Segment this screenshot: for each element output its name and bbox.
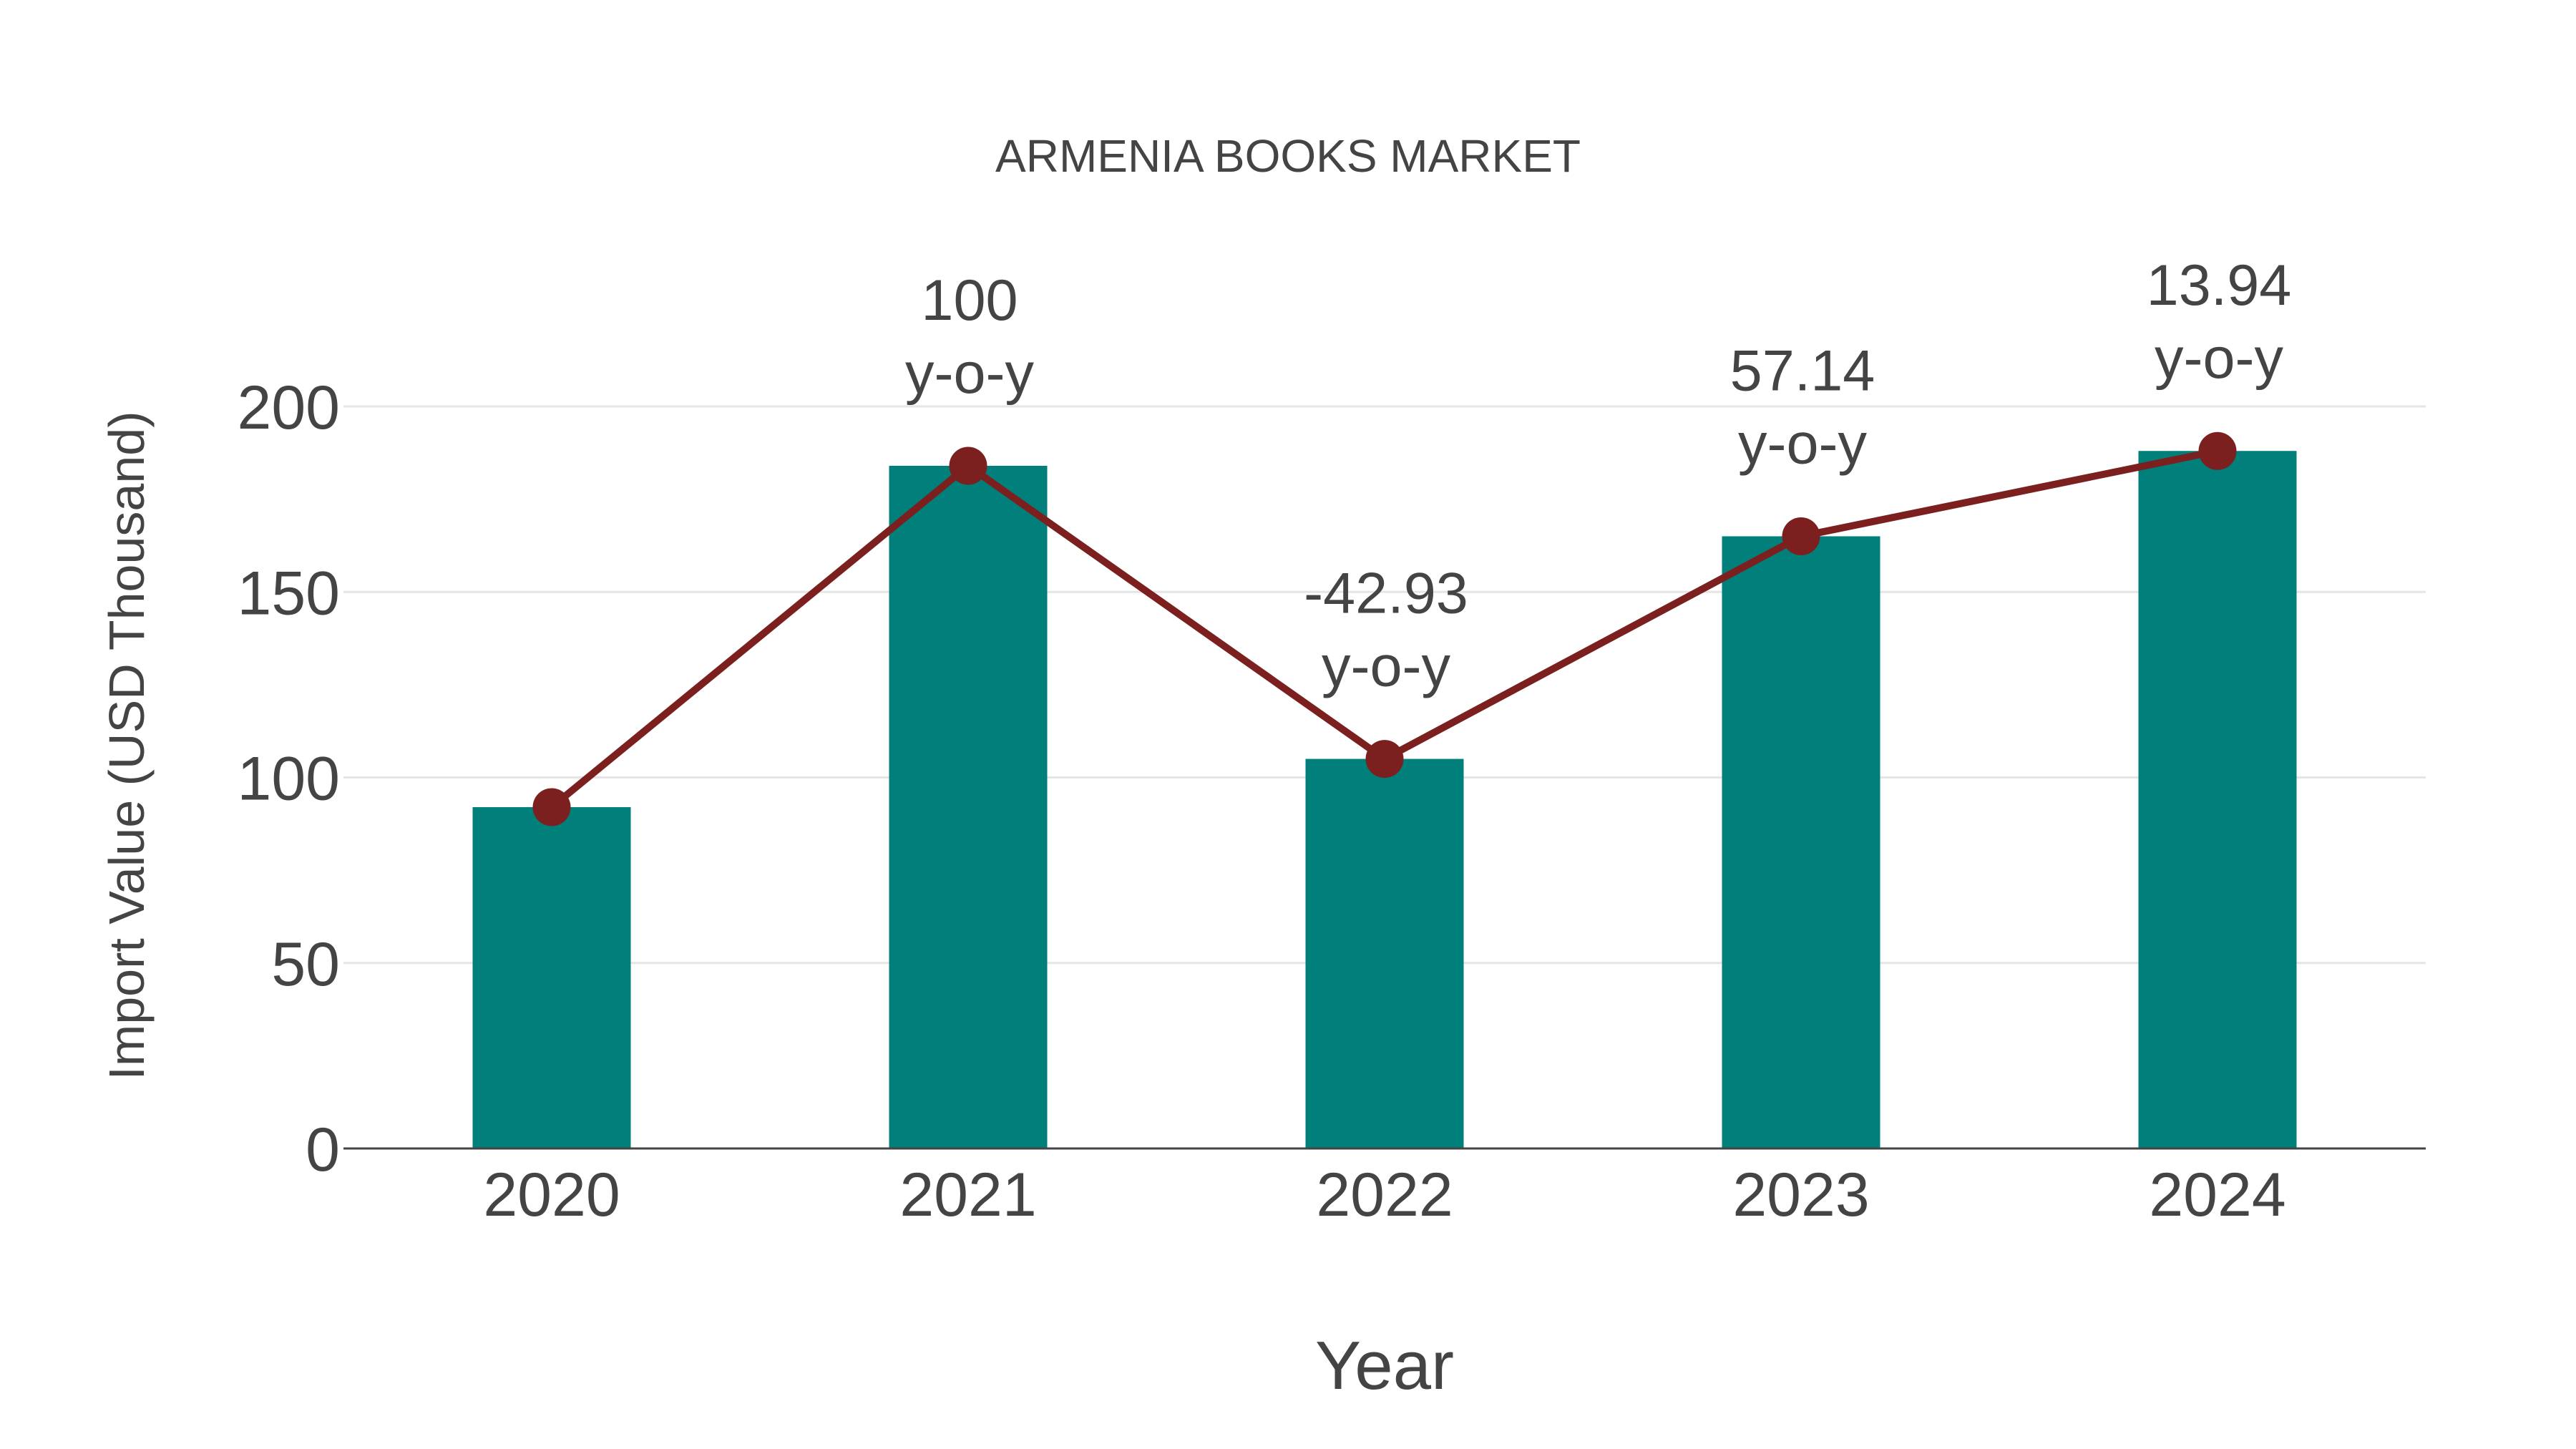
yoy-suffix: y-o-y	[2155, 326, 2283, 391]
bar-series	[472, 451, 2297, 1148]
marker-2021	[949, 447, 987, 485]
y-tick-label: 200	[238, 374, 341, 442]
yoy-value: 100	[921, 268, 1018, 333]
x-axis-ticks: 2020 2021 2022 2023 2024	[483, 1161, 2285, 1229]
x-tick-label: 2021	[899, 1161, 1036, 1229]
bar-2021	[889, 465, 1048, 1148]
yoy-annotation-2021: 100 y-o-y	[905, 268, 1034, 406]
marker-2024	[2198, 431, 2237, 470]
x-tick-label: 2023	[1732, 1161, 1869, 1229]
yoy-annotation-2024: 13.94 y-o-y	[2147, 253, 2292, 391]
y-tick-label: 50	[271, 930, 340, 999]
x-tick-label: 2020	[483, 1161, 620, 1229]
yoy-suffix: y-o-y	[905, 341, 1034, 406]
y-tick-label: 100	[238, 745, 341, 814]
marker-2023	[1782, 517, 1820, 555]
bar-2023	[1722, 536, 1880, 1148]
yoy-value: 13.94	[2147, 253, 2292, 318]
x-tick-label: 2024	[2149, 1161, 2285, 1229]
yoy-annotation-2023: 57.14 y-o-y	[1730, 338, 1875, 476]
yoy-suffix: y-o-y	[1738, 411, 1867, 476]
marker-2020	[532, 788, 571, 826]
bar-2024	[2138, 451, 2297, 1148]
x-axis-title: Year	[1315, 1327, 1454, 1404]
yoy-annotations: 100 y-o-y -42.93 y-o-y 57.14 y-o-y 13.94 y-o-y	[905, 253, 2291, 698]
marker-2022	[1365, 740, 1404, 779]
y-tick-label: 150	[238, 559, 341, 628]
yoy-suffix: y-o-y	[1322, 635, 1450, 699]
y-axis-ticks: 0 50 100 150 200	[238, 374, 341, 1184]
chart-title: ARMENIA BOOKS MARKET	[995, 130, 1581, 182]
y-axis-title: Import Value (USD Thousand)	[99, 411, 155, 1080]
bar-2022	[1305, 758, 1464, 1148]
yoy-value: 57.14	[1730, 338, 1875, 403]
bar-2020	[472, 806, 631, 1148]
line-series	[532, 431, 2237, 826]
yoy-annotation-2022: -42.93 y-o-y	[1304, 562, 1468, 699]
yoy-value: -42.93	[1304, 562, 1468, 626]
x-tick-label: 2022	[1316, 1161, 1453, 1229]
y-tick-label: 0	[306, 1116, 340, 1184]
